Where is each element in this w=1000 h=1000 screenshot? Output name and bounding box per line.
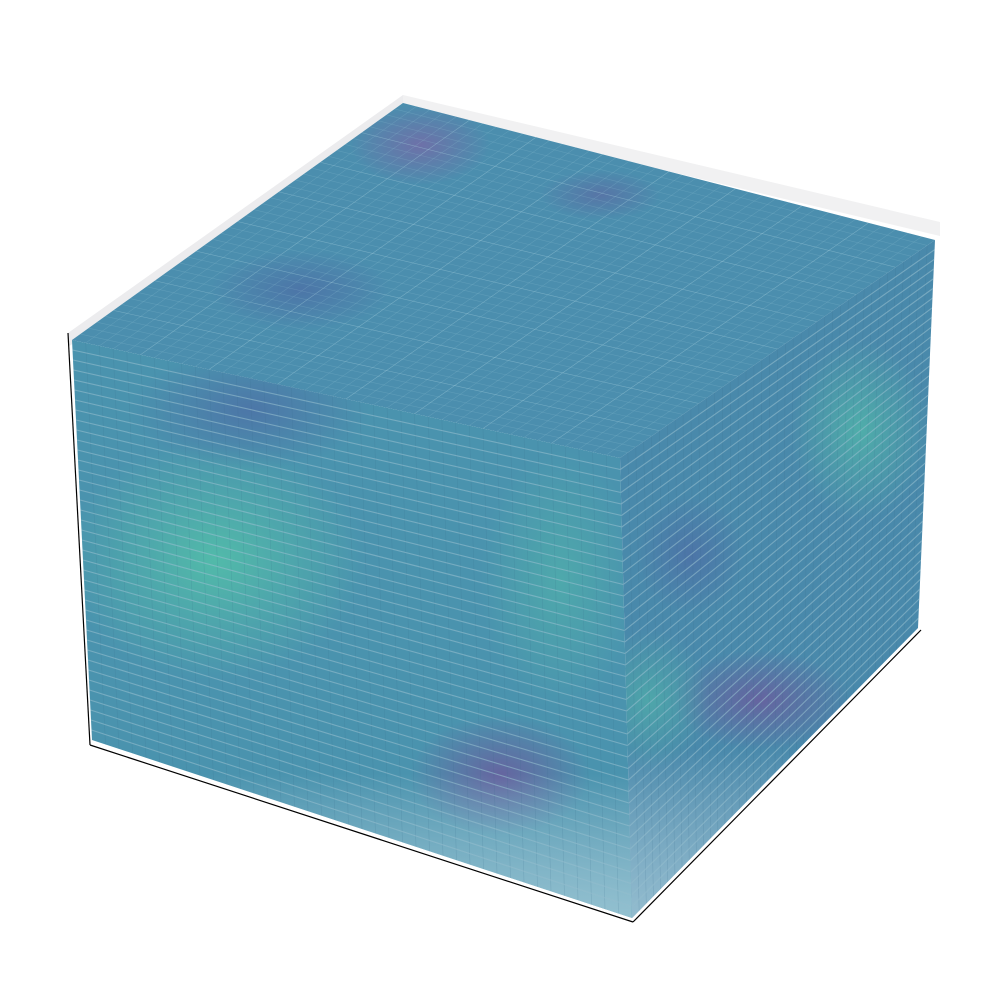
cube-left-face bbox=[72, 340, 632, 918]
right-bottom-fade bbox=[620, 240, 935, 918]
top-voxel-grid bbox=[80, 106, 928, 456]
top-coarse-grid bbox=[113, 119, 896, 444]
left-layer-lines bbox=[72, 349, 632, 908]
top-purple-region bbox=[350, 105, 490, 185]
cube-right-face bbox=[620, 240, 935, 918]
top-blue-region bbox=[540, 170, 660, 220]
right-layer-lines bbox=[620, 249, 935, 907]
y-axis-line bbox=[632, 629, 922, 923]
x-axis-line bbox=[89, 744, 634, 923]
top-deep-region bbox=[210, 250, 390, 330]
left-bottom-fade bbox=[72, 340, 632, 918]
z-axis-line bbox=[67, 332, 91, 746]
back-pane-right bbox=[403, 95, 940, 236]
cube-top-face bbox=[72, 103, 935, 458]
